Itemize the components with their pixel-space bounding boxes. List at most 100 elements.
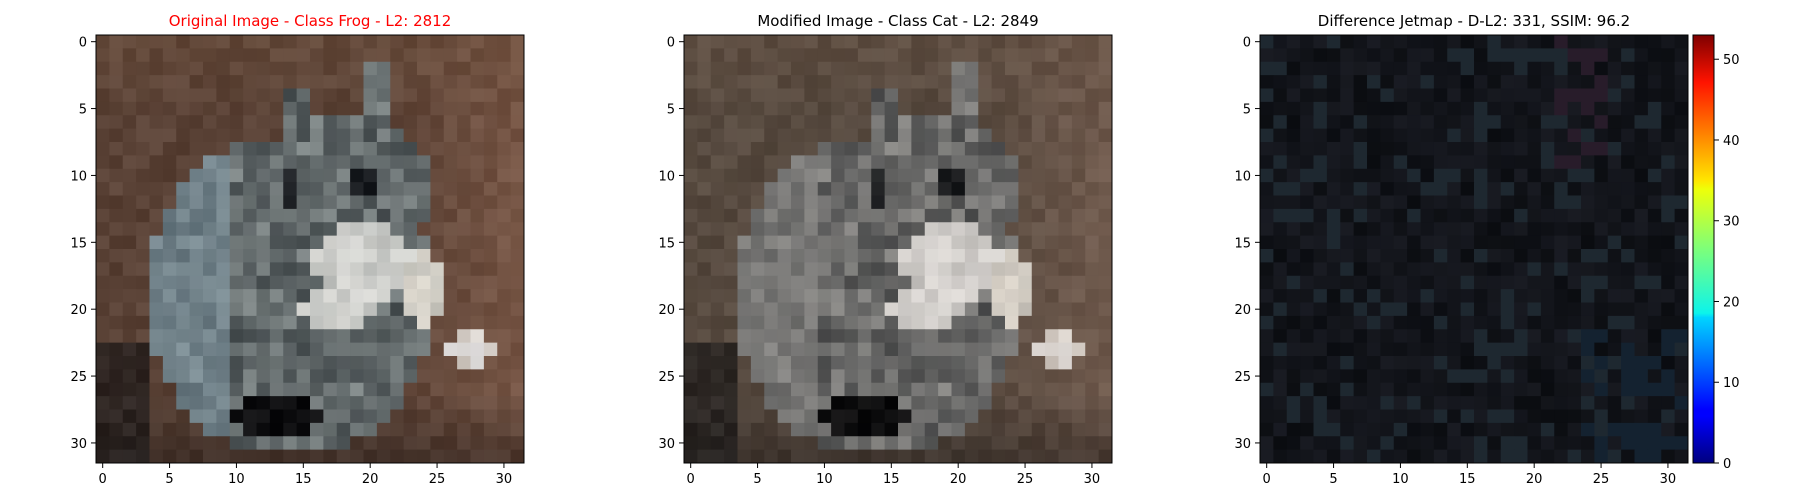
pixel-cell xyxy=(911,195,926,210)
pixel-cell xyxy=(203,101,217,116)
pixel-cell xyxy=(256,289,271,303)
pixel-cell xyxy=(229,396,244,410)
pixel-cell xyxy=(978,101,993,116)
pixel-cell xyxy=(350,249,364,263)
pixel-cell xyxy=(924,289,939,303)
pixel-cell xyxy=(1085,75,1100,89)
pixel-cell xyxy=(1058,409,1073,424)
pixel-cell xyxy=(1634,208,1649,223)
pixel-cell xyxy=(1085,262,1100,277)
pixel-cell xyxy=(1594,168,1609,183)
pixel-cell xyxy=(203,329,217,344)
pixel-cell xyxy=(189,142,204,156)
pixel-cell xyxy=(149,422,164,437)
pixel-cell xyxy=(149,302,164,317)
pixel-cell xyxy=(1634,396,1649,410)
pixel-cell xyxy=(951,396,966,410)
pixel-cell xyxy=(1260,88,1274,103)
panel-1-frame xyxy=(95,34,525,464)
pixel-cell xyxy=(1353,208,1368,223)
pixel-cell xyxy=(510,396,525,410)
pixel-cell xyxy=(1058,208,1073,223)
pixel-cell xyxy=(710,182,725,196)
pixel-cell xyxy=(831,396,845,410)
pixel-cell xyxy=(1661,369,1676,384)
pixel-cell xyxy=(1380,409,1395,424)
pixel-cell xyxy=(243,382,257,397)
pixel-cell xyxy=(243,142,257,156)
pixel-cell xyxy=(283,356,298,370)
pixel-cell xyxy=(844,396,859,410)
pixel-cell xyxy=(457,182,471,196)
pixel-cell xyxy=(336,168,351,183)
pixel-cell xyxy=(1393,168,1408,183)
pixel-cell xyxy=(1005,48,1019,63)
x-tick-label: 15 xyxy=(883,472,900,487)
pixel-cell xyxy=(737,396,752,410)
pixel-cell xyxy=(376,222,391,237)
pixel-cell xyxy=(457,128,471,143)
pixel-cell xyxy=(216,289,231,303)
pixel-cell xyxy=(1527,115,1542,130)
pixel-cell xyxy=(1326,315,1341,330)
pixel-cell xyxy=(417,396,431,410)
pixel-cell xyxy=(296,315,311,330)
pixel-cell xyxy=(243,329,257,344)
pixel-cell xyxy=(1460,88,1475,103)
pixel-cell xyxy=(1071,315,1086,330)
pixel-cell xyxy=(1098,342,1113,357)
pixel-cell xyxy=(1514,222,1528,237)
pixel-cell xyxy=(1031,449,1046,464)
pixel-cell xyxy=(350,128,364,143)
pixel-cell xyxy=(336,275,351,290)
pixel-cell xyxy=(1661,128,1676,143)
pixel-cell xyxy=(750,289,765,303)
pixel-cell xyxy=(777,369,792,384)
pixel-cell xyxy=(710,275,725,290)
pixel-cell xyxy=(1300,115,1314,130)
pixel-cell xyxy=(1085,48,1100,63)
pixel-cell xyxy=(149,182,164,196)
pixel-cell xyxy=(96,449,110,464)
pixel-cell xyxy=(1393,48,1408,63)
pixel-cell xyxy=(1085,182,1100,196)
pixel-cell xyxy=(203,356,217,370)
pixel-cell xyxy=(1647,289,1662,303)
pixel-cell xyxy=(1353,75,1368,89)
pixel-cell xyxy=(991,142,1006,156)
pixel-cell xyxy=(336,48,351,63)
pixel-cell xyxy=(296,249,311,263)
pixel-cell xyxy=(256,302,271,317)
pixel-cell xyxy=(176,302,191,317)
pixel-cell xyxy=(1447,75,1462,89)
pixel-cell xyxy=(310,222,324,237)
pixel-cell xyxy=(1273,168,1288,183)
pixel-cell xyxy=(804,249,819,263)
pixel-cell xyxy=(710,235,725,250)
pixel-cell xyxy=(310,382,324,397)
pixel-cell xyxy=(817,155,832,170)
pixel-cell xyxy=(964,142,979,156)
pixel-cell xyxy=(1367,315,1381,330)
pixel-cell xyxy=(109,208,124,223)
pixel-cell xyxy=(898,208,912,223)
pixel-cell xyxy=(122,208,137,223)
pixel-cell xyxy=(750,48,765,63)
pixel-cell xyxy=(1085,342,1100,357)
x-tick-label: 25 xyxy=(1593,472,1610,487)
pixel-cell xyxy=(109,382,124,397)
pixel-cell xyxy=(831,182,845,196)
pixel-cell xyxy=(229,101,244,116)
pixel-cell xyxy=(938,409,952,424)
pixel-cell xyxy=(296,396,311,410)
pixel-cell xyxy=(403,262,418,277)
pixel-cell xyxy=(203,128,217,143)
pixel-cell xyxy=(938,222,952,237)
pixel-cell xyxy=(510,315,525,330)
pixel-cell xyxy=(336,61,351,76)
pixel-cell xyxy=(363,208,378,223)
pixel-cell xyxy=(1594,275,1609,290)
pixel-cell xyxy=(1018,262,1033,277)
pixel-cell xyxy=(1433,48,1448,63)
pixel-cell xyxy=(310,48,324,63)
